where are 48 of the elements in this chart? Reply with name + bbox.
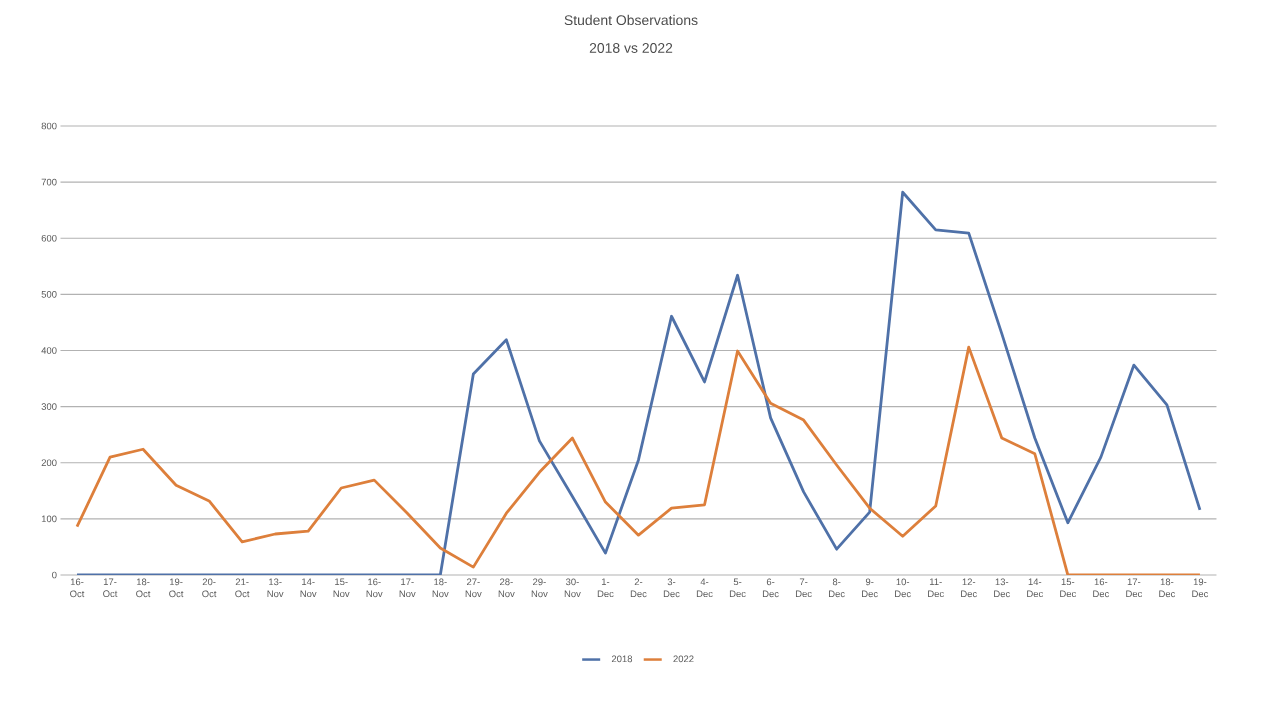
x-tick-label: 15-Nov xyxy=(333,578,350,598)
x-tick-label: 19-Dec xyxy=(1192,578,1209,598)
x-tick-label: 6-Dec xyxy=(762,578,779,598)
x-tick-label: 1-Dec xyxy=(597,578,614,598)
x-tick-label: 3-Dec xyxy=(663,578,680,598)
y-tick-label: 200 xyxy=(41,459,57,467)
y-tick-label: 400 xyxy=(41,347,57,354)
x-tick-label: 29-Nov xyxy=(531,578,548,598)
x-tick-label: 18-Dec xyxy=(1159,578,1176,598)
y-tick-label: 800 xyxy=(41,122,57,130)
x-tick-label: 14-Nov xyxy=(300,578,317,598)
x-tick-label: 15-Dec xyxy=(1060,578,1076,598)
x-tick-label: 12-Dec xyxy=(961,578,977,598)
x-tick-label: 16-Dec xyxy=(1093,578,1110,598)
chart-title: Student Observations xyxy=(564,14,698,26)
y-tick-label: 100 xyxy=(41,515,57,523)
x-tick-label: 2-Dec xyxy=(630,578,647,598)
x-tick-label: 17-Oct xyxy=(103,578,118,598)
x-tick-label: 18-Nov xyxy=(432,578,449,598)
x-tick-label: 20-Oct xyxy=(202,578,217,598)
x-tick-label: 17-Nov xyxy=(399,578,416,598)
x-tick-label: 11-Dec xyxy=(928,578,944,598)
y-tick-label: 600 xyxy=(41,234,57,242)
legend-label: 2018 xyxy=(611,655,633,663)
x-tick-label: 17-Dec xyxy=(1126,578,1143,598)
x-tick-label: 5-Dec xyxy=(729,578,746,598)
y-tick-label: 0 xyxy=(52,571,57,579)
y-tick-label: 700 xyxy=(41,178,57,186)
x-tick-label: 14-Dec xyxy=(1027,578,1043,598)
x-tick-label: 13-Nov xyxy=(267,578,284,598)
y-tick-label: 300 xyxy=(41,403,57,410)
x-tick-label: 28-Nov xyxy=(498,578,515,598)
x-tick-label: 16-Oct xyxy=(70,578,85,598)
x-tick-label: 9-Dec xyxy=(862,578,878,598)
y-tick-label: 500 xyxy=(41,291,57,298)
x-tick-label: 30-Nov xyxy=(564,578,581,598)
x-tick-label: 21-Oct xyxy=(235,578,250,598)
x-tick-label: 18-Oct xyxy=(136,578,151,598)
legend-label: 2022 xyxy=(673,655,694,663)
x-tick-label: 19-Oct xyxy=(169,578,184,598)
x-tick-label: 10-Dec xyxy=(895,578,911,598)
x-tick-label: 7-Dec xyxy=(795,578,812,598)
x-tick-label: 16-Nov xyxy=(366,578,383,598)
x-tick-label: 13-Dec xyxy=(994,578,1010,598)
x-tick-label: 27-Nov xyxy=(465,578,482,598)
x-tick-label: 8-Dec xyxy=(829,578,845,598)
x-tick-label: 4-Dec xyxy=(696,578,713,598)
chart-subtitle: 2018 vs 2022 xyxy=(589,43,673,53)
